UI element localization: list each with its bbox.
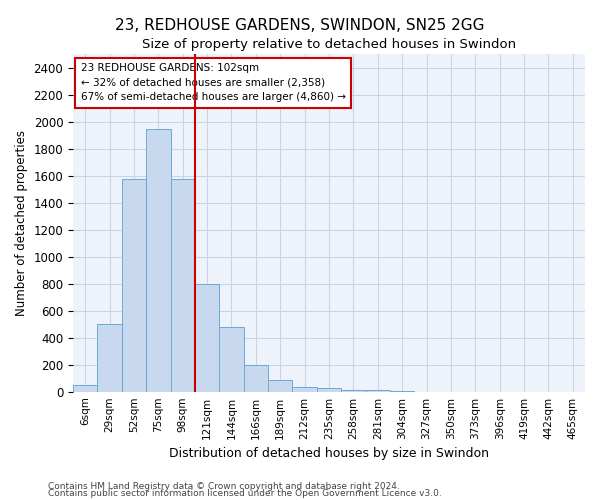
Bar xyxy=(365,390,390,392)
Bar xyxy=(390,391,415,392)
Bar xyxy=(195,284,220,392)
X-axis label: Distribution of detached houses by size in Swindon: Distribution of detached houses by size … xyxy=(169,447,489,460)
Bar xyxy=(73,385,97,392)
Text: Contains HM Land Registry data © Crown copyright and database right 2024.: Contains HM Land Registry data © Crown c… xyxy=(48,482,400,491)
Title: Size of property relative to detached houses in Swindon: Size of property relative to detached ho… xyxy=(142,38,516,51)
Text: 23, REDHOUSE GARDENS, SWINDON, SN25 2GG: 23, REDHOUSE GARDENS, SWINDON, SN25 2GG xyxy=(115,18,485,32)
Bar xyxy=(97,324,122,392)
Bar xyxy=(220,327,244,392)
Bar xyxy=(122,178,146,392)
Bar xyxy=(244,366,268,392)
Bar xyxy=(268,380,292,392)
Bar xyxy=(341,390,365,392)
Y-axis label: Number of detached properties: Number of detached properties xyxy=(15,130,28,316)
Bar xyxy=(146,128,170,392)
Bar xyxy=(170,178,195,392)
Text: Contains public sector information licensed under the Open Government Licence v3: Contains public sector information licen… xyxy=(48,489,442,498)
Text: 23 REDHOUSE GARDENS: 102sqm
← 32% of detached houses are smaller (2,358)
67% of : 23 REDHOUSE GARDENS: 102sqm ← 32% of det… xyxy=(81,63,346,102)
Bar xyxy=(292,387,317,392)
Bar xyxy=(317,388,341,392)
